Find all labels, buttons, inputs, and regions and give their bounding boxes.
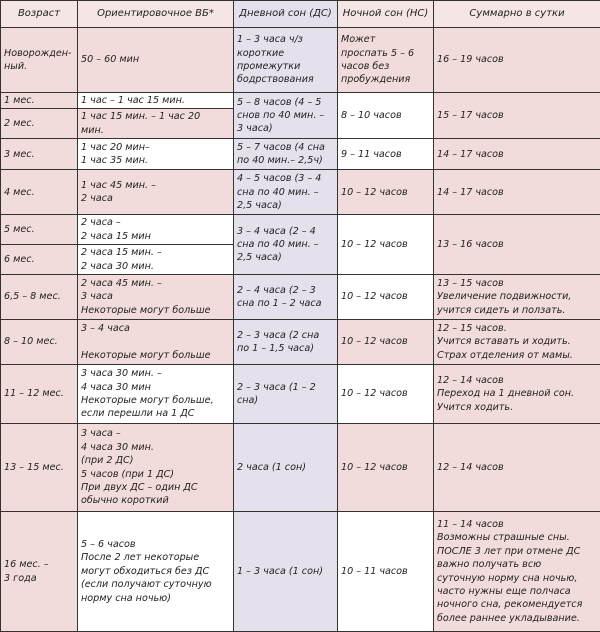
age-cell: 6 мес. [1,245,78,275]
table-row: 5 мес. 2 часа – 2 часа 15 мин 3 – 4 часа… [1,215,600,245]
table-row: 16 мес. – 3 года 5 – 6 часов После 2 лет… [1,512,600,632]
wake-cell: 1 час 15 мин. – 1 час 20 мин. [78,109,234,139]
day-sleep-cell: 2 – 3 часа (2 сна по 1 – 1,5 часа) [234,320,338,365]
age-cell: Новорожден- ный. [1,28,78,93]
total-cell: 13 – 15 часов Увеличение подвижности, уч… [434,275,600,320]
total-cell: 12 – 14 часов [434,424,600,512]
night-sleep-cell: 10 – 12 часов [338,275,434,320]
day-sleep-cell: 2 – 3 часа (1 – 2 сна) [234,365,338,424]
wake-cell: 5 – 6 часов После 2 лет некоторые могут … [78,512,234,632]
day-sleep-cell: 5 – 8 часов (4 – 5 снов по 40 мин. – 3 ч… [234,93,338,139]
wake-cell: 2 часа 45 мин. – 3 часа Некоторые могут … [78,275,234,320]
header-wake-time: Ориентировочное ВБ* [78,1,234,28]
total-cell: 14 – 17 часов [434,139,600,170]
table-row: 13 – 15 мес. 3 часа – 4 часа 30 мин. (пр… [1,424,600,512]
wake-cell: 2 часа 15 мин. – 2 часа 30 мин. [78,245,234,275]
wake-cell: 3 – 4 часа Некоторые могут больше [78,320,234,365]
day-sleep-cell: 1 – 3 часа ч/з короткие промежутки бодрс… [234,28,338,93]
day-sleep-cell: 3 – 4 часа (2 – 4 сна по 40 мин. – 2,5 ч… [234,215,338,275]
total-cell: 11 – 14 часов Возможны страшные сны. ПОС… [434,512,600,632]
table-row: 1 мес. 1 час – 1 час 15 мин. 5 – 8 часов… [1,93,600,109]
day-sleep-cell: 2 – 4 часа (2 – 3 сна по 1 – 2 часа [234,275,338,320]
wake-cell: 1 час – 1 час 15 мин. [78,93,234,109]
age-cell: 2 мес. [1,109,78,139]
night-sleep-cell: 10 – 11 часов [338,512,434,632]
total-cell: 15 – 17 часов [434,93,600,139]
night-sleep-cell: 10 – 12 часов [338,424,434,512]
total-cell: 12 – 14 часов Переход на 1 дневной сон. … [434,365,600,424]
night-sleep-cell: 9 – 11 часов [338,139,434,170]
table-row: Новорожден- ный. 50 – 60 мин 1 – 3 часа … [1,28,600,93]
header-row: Возраст Ориентировочное ВБ* Дневной сон … [1,1,600,28]
header-total: Суммарно в сутки [434,1,600,28]
night-sleep-cell: 10 – 12 часов [338,170,434,215]
header-age: Возраст [1,1,78,28]
age-cell: 1 мес. [1,93,78,109]
wake-cell: 3 часа 30 мин. – 4 часа 30 мин Некоторые… [78,365,234,424]
age-cell: 6,5 – 8 мес. [1,275,78,320]
day-sleep-cell: 5 – 7 часов (4 сна по 40 мин.– 2,5ч) [234,139,338,170]
night-sleep-cell: Может проспать 5 – 6 часов без пробужден… [338,28,434,93]
table-row: 6,5 – 8 мес. 2 часа 45 мин. – 3 часа Нек… [1,275,600,320]
table-row: 3 мес. 1 час 20 мин– 1 час 35 мин. 5 – 7… [1,139,600,170]
header-night-sleep: Ночной сон (НС) [338,1,434,28]
total-cell: 13 – 16 часов [434,215,600,275]
night-sleep-cell: 8 – 10 часов [338,93,434,139]
header-day-sleep: Дневной сон (ДС) [234,1,338,28]
age-cell: 3 мес. [1,139,78,170]
day-sleep-cell: 4 – 5 часов (3 – 4 сна по 40 мин. – 2,5 … [234,170,338,215]
total-cell: 16 – 19 часов [434,28,600,93]
wake-cell: 2 часа – 2 часа 15 мин [78,215,234,245]
night-sleep-cell: 10 – 12 часов [338,215,434,275]
night-sleep-cell: 10 – 12 часов [338,365,434,424]
age-cell: 16 мес. – 3 года [1,512,78,632]
age-cell: 4 мес. [1,170,78,215]
day-sleep-cell: 2 часа (1 сон) [234,424,338,512]
age-cell: 11 – 12 мес. [1,365,78,424]
total-cell: 14 – 17 часов [434,170,600,215]
wake-cell: 1 час 45 мин. – 2 часа [78,170,234,215]
total-cell: 12 – 15 часов. Учится вставать и ходить.… [434,320,600,365]
night-sleep-cell: 10 – 12 часов [338,320,434,365]
table-row: 11 – 12 мес. 3 часа 30 мин. – 4 часа 30 … [1,365,600,424]
age-cell: 8 – 10 мес. [1,320,78,365]
day-sleep-cell: 1 – 3 часа (1 сон) [234,512,338,632]
wake-cell: 50 – 60 мин [78,28,234,93]
age-cell: 5 мес. [1,215,78,245]
wake-cell: 3 часа – 4 часа 30 мин. (при 2 ДС) 5 час… [78,424,234,512]
table-row: 8 – 10 мес. 3 – 4 часа Некоторые могут б… [1,320,600,365]
table-row: 4 мес. 1 час 45 мин. – 2 часа 4 – 5 часо… [1,170,600,215]
wake-cell: 1 час 20 мин– 1 час 35 мин. [78,139,234,170]
age-cell: 13 – 15 мес. [1,424,78,512]
